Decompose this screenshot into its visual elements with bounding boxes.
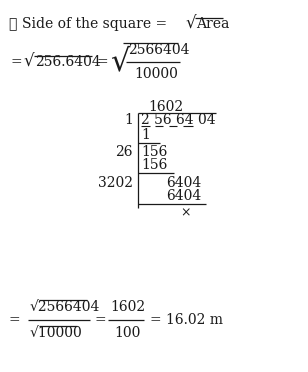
Text: 1602: 1602 xyxy=(148,100,183,114)
Text: 1602: 1602 xyxy=(110,300,145,314)
Text: 256.6404: 256.6404 xyxy=(35,55,101,69)
Text: 156: 156 xyxy=(141,158,167,172)
Text: =: = xyxy=(95,313,107,327)
Text: 1: 1 xyxy=(124,113,133,127)
Text: Area: Area xyxy=(196,17,229,31)
Text: Side of the square =: Side of the square = xyxy=(22,17,167,31)
Text: √2566404: √2566404 xyxy=(30,300,100,314)
Text: 3202: 3202 xyxy=(98,176,133,190)
Text: √: √ xyxy=(185,16,196,32)
Text: =: = xyxy=(8,313,20,327)
Text: ×: × xyxy=(180,206,191,219)
Text: 10000: 10000 xyxy=(134,67,178,81)
Text: ∴: ∴ xyxy=(8,17,16,31)
Text: 1: 1 xyxy=(141,128,150,142)
Text: 6404: 6404 xyxy=(166,189,201,203)
Text: =: = xyxy=(10,55,22,69)
Text: =: = xyxy=(96,55,107,69)
Text: = 16.02 m: = 16.02 m xyxy=(150,313,223,327)
Text: 2566404: 2566404 xyxy=(128,43,189,57)
Text: √: √ xyxy=(110,46,129,77)
Text: √: √ xyxy=(24,54,34,71)
Text: 26: 26 xyxy=(116,145,133,159)
Text: √10000: √10000 xyxy=(30,326,83,340)
Text: 100: 100 xyxy=(114,326,140,340)
Text: 6404: 6404 xyxy=(166,176,201,190)
Text: 2 56 64 04: 2 56 64 04 xyxy=(141,113,216,127)
Text: 156: 156 xyxy=(141,145,167,159)
